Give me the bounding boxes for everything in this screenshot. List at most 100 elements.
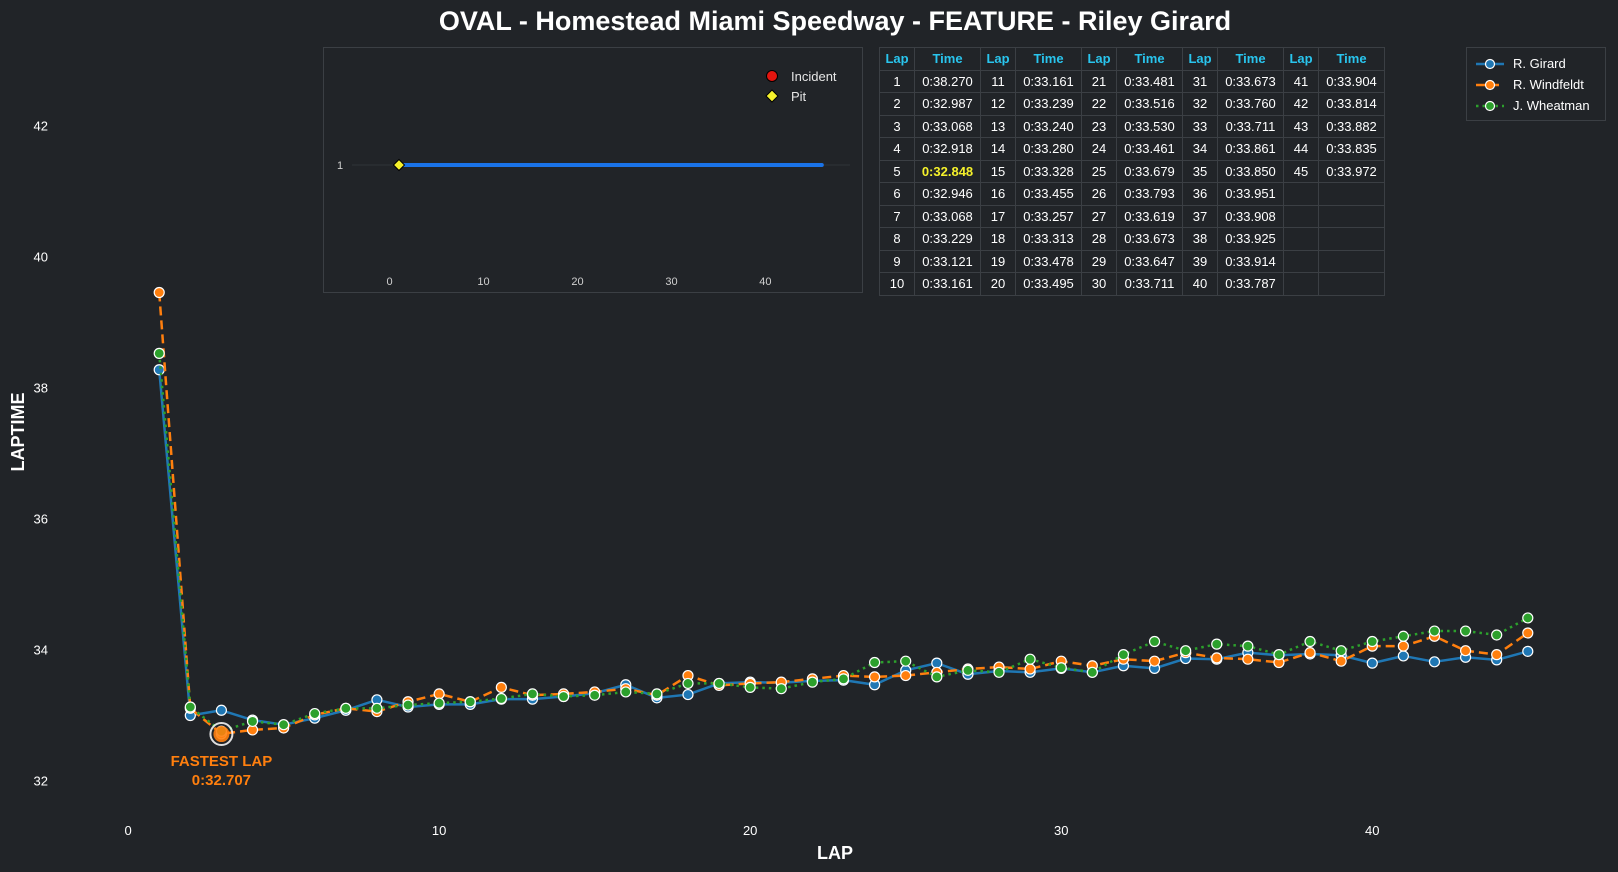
lap-time-cell: 0:33.161 [914, 272, 981, 296]
inset-x-tick-label: 20 [571, 276, 583, 288]
data-point [1397, 640, 1409, 652]
data-point [1397, 650, 1409, 662]
table-row: 1 0:38.270 11 0:33.161 21 0:33.481 31 0:33.673 4… [879, 69, 1385, 93]
data-point [371, 702, 383, 714]
lap-time-cell: 0:33.461 [1116, 137, 1183, 161]
lap-number-cell: 5 [879, 159, 915, 183]
data-point [1148, 655, 1161, 667]
y-tick-label: 32 [34, 773, 48, 788]
lap-time-cell: 0:33.904 [1318, 69, 1385, 93]
lap-number-cell: 33 [1182, 114, 1218, 138]
legend-label: R. Girard [1513, 56, 1566, 71]
lap-number-cell: 35 [1182, 159, 1218, 183]
lap-number-cell: 1 [879, 69, 915, 93]
data-point [1459, 625, 1472, 637]
lap-time-cell: 0:33.850 [1217, 159, 1284, 183]
x-axis-label: LAP [817, 843, 853, 863]
series-line [157, 292, 1529, 736]
column-header-time: Time [1015, 47, 1082, 71]
data-point [1024, 663, 1036, 675]
column-header-lap: Lap [1182, 47, 1218, 71]
y-tick-label: 36 [34, 511, 48, 526]
data-point [495, 692, 507, 705]
legend-label: J. Wheatman [1513, 98, 1590, 113]
lap-number-cell: 6 [879, 182, 915, 206]
lap-number-cell: 42 [1283, 92, 1319, 116]
lap-time-cell [1318, 249, 1385, 273]
table-row: 6 0:32.946 16 0:33.455 26 0:33.793 36 0:33.951 [879, 182, 1385, 206]
y-tick-label: 40 [34, 249, 48, 264]
y-tick-label: 38 [34, 380, 48, 395]
lap-time-cell: 0:32.987 [914, 92, 981, 116]
incident-pit-inset: 0 10 20 30 40 1 Incident Pit [323, 47, 863, 293]
data-point [1428, 625, 1441, 637]
lap-time-cell: 0:33.455 [1015, 182, 1082, 206]
lap-number-cell: 26 [1081, 182, 1117, 206]
lap-number-cell: 24 [1081, 137, 1117, 161]
lap-time-cell: 0:33.121 [914, 249, 981, 273]
lap-time-cell: 0:33.972 [1318, 159, 1385, 183]
lap-time-cell: 0:33.908 [1217, 204, 1284, 228]
data-point [713, 677, 725, 690]
lap-number-cell: 38 [1182, 227, 1218, 251]
series-j-wheatman [153, 347, 1534, 737]
lap-number-cell: 9 [879, 249, 915, 273]
data-point [433, 688, 445, 700]
lap-number-cell: 27 [1081, 204, 1117, 228]
data-point [1366, 657, 1378, 669]
lap-number-cell: 31 [1182, 69, 1218, 93]
inset-x-tick-label: 30 [665, 276, 677, 288]
lap-number-cell: 2 [879, 92, 915, 116]
legend-swatch [1476, 100, 1504, 111]
data-point [1335, 655, 1347, 667]
lap-time-cell: 0:33.673 [1116, 227, 1183, 251]
data-point [993, 666, 1005, 678]
lap-number-cell [1283, 227, 1319, 251]
lap-time-cell: 0:33.760 [1217, 92, 1284, 116]
lap-number-cell: 23 [1081, 114, 1117, 138]
incident-legend-icon [766, 70, 778, 82]
lap-number-cell: 13 [980, 114, 1016, 138]
inset-y-tick-label: 1 [337, 160, 343, 172]
lap-time-cell: 0:33.793 [1116, 182, 1183, 206]
data-point [495, 681, 507, 693]
column-header-lap: Lap [879, 47, 915, 71]
lap-number-cell: 3 [879, 114, 915, 138]
inset-chart: 0 10 20 30 40 1 Incident Pit [337, 69, 850, 288]
lap-number-cell: 36 [1182, 182, 1218, 206]
data-point [682, 677, 694, 690]
data-point [589, 689, 601, 701]
data-point [1366, 635, 1378, 648]
pit-legend-label: Pit [791, 89, 807, 104]
legend-item: J. Wheatman [1475, 95, 1597, 116]
x-tick-label: 30 [1054, 823, 1068, 838]
data-point [153, 364, 165, 376]
data-point [775, 683, 787, 695]
data-point [1522, 627, 1534, 639]
data-point [278, 719, 290, 731]
column-header-time: Time [1318, 47, 1385, 71]
data-point [433, 697, 445, 709]
lap-number-cell: 32 [1182, 92, 1218, 116]
column-header-time: Time [914, 47, 981, 71]
data-point [340, 702, 352, 714]
data-point [931, 657, 943, 669]
lap-time-cell: 0:33.280 [1015, 137, 1082, 161]
legend-item: R. Windfeldt [1475, 74, 1597, 95]
column-header-time: Time [1217, 47, 1284, 71]
fastest-lap-value: 0:32.707 [192, 772, 251, 789]
data-point [744, 681, 756, 693]
lap-number-cell [1283, 272, 1319, 296]
inset-x-tick-label: 0 [387, 276, 393, 288]
data-point [931, 671, 943, 683]
data-point [1148, 635, 1161, 648]
column-header-lap: Lap [1283, 47, 1319, 71]
lap-number-cell: 15 [980, 159, 1016, 183]
lap-time-cell: 0:33.229 [914, 227, 981, 251]
lap-time-cell: 0:33.481 [1116, 69, 1183, 93]
lap-number-cell: 28 [1081, 227, 1117, 251]
lap-time-cell [1318, 272, 1385, 296]
lap-number-cell: 45 [1283, 159, 1319, 183]
series-layer [153, 286, 1534, 740]
pit-legend-icon [765, 89, 779, 103]
